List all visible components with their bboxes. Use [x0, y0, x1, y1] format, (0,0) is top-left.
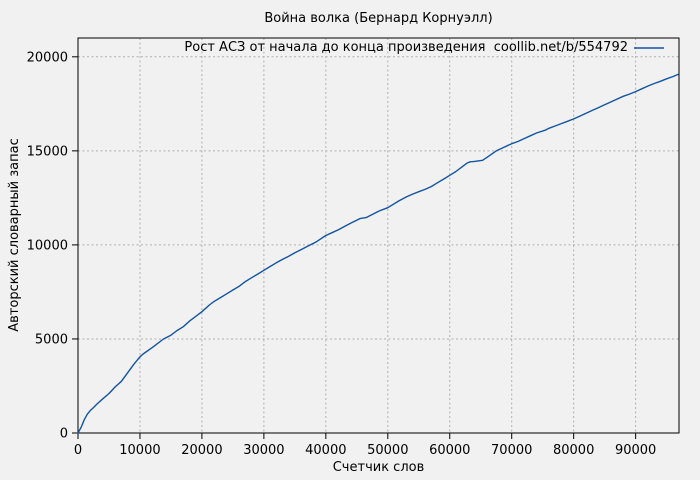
chart-title: Война волка (Бернард Корнуэлл)	[264, 11, 493, 26]
y-tick-label: 15000	[27, 144, 68, 159]
x-tick-label: 50000	[367, 443, 408, 458]
series-line	[77, 73, 679, 434]
x-tick-label: 0	[74, 443, 82, 458]
x-tick-label: 40000	[305, 443, 346, 458]
x-tick-label: 60000	[429, 443, 470, 458]
x-tick-label: 10000	[119, 443, 160, 458]
legend-series-label: Рост АСЗ от начала до конца произведения…	[184, 40, 628, 55]
x-tick-label: 80000	[553, 443, 594, 458]
x-tick-label: 20000	[181, 443, 222, 458]
x-tick-label: 90000	[615, 443, 656, 458]
x-tick-label: 70000	[491, 443, 532, 458]
y-tick-label: 0	[60, 427, 68, 442]
y-tick-label: 5000	[35, 332, 68, 347]
y-tick-label: 20000	[27, 50, 68, 65]
x-tick-label: 30000	[243, 443, 284, 458]
plot-border	[77, 37, 680, 434]
y-axis-label: Авторский словарный запас	[7, 138, 22, 332]
x-axis-label: Счетчик слов	[332, 460, 425, 475]
y-tick-label: 10000	[27, 238, 68, 253]
